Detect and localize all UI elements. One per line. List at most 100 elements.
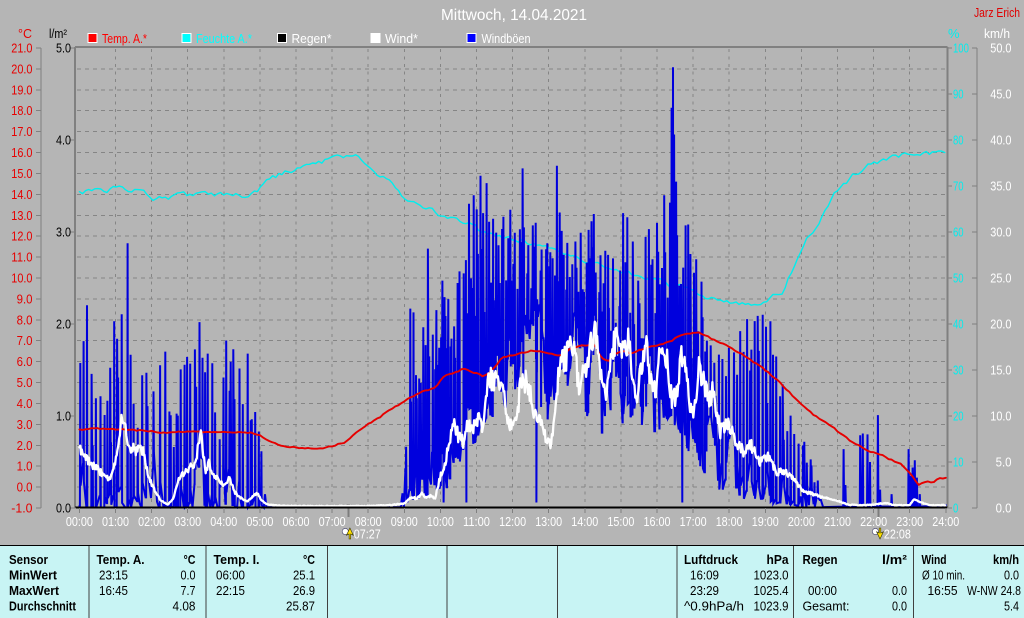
svg-text:19:00: 19:00 <box>752 514 779 529</box>
svg-text:21.0: 21.0 <box>11 41 32 56</box>
svg-text:40: 40 <box>953 317 964 332</box>
svg-text:16.0: 16.0 <box>11 145 32 160</box>
svg-text:7.7: 7.7 <box>181 583 196 598</box>
svg-text:2.0: 2.0 <box>17 438 33 453</box>
svg-text:2.0: 2.0 <box>56 317 71 332</box>
svg-text:100: 100 <box>953 41 969 56</box>
svg-text:12.0: 12.0 <box>11 229 32 244</box>
svg-text:7.0: 7.0 <box>17 333 33 348</box>
svg-text:25.87: 25.87 <box>286 599 315 614</box>
svg-text:20:00: 20:00 <box>788 514 815 529</box>
svg-text:11:00: 11:00 <box>463 514 490 529</box>
svg-text:Windböen: Windböen <box>482 31 531 46</box>
svg-text:0.0: 0.0 <box>17 480 33 495</box>
svg-text:14:00: 14:00 <box>571 514 598 529</box>
svg-text:07:27: 07:27 <box>354 527 381 542</box>
svg-text:16:00: 16:00 <box>644 514 671 529</box>
svg-text:°C: °C <box>184 552 196 567</box>
svg-text:10.0: 10.0 <box>990 409 1011 424</box>
svg-text:1.0: 1.0 <box>56 409 71 424</box>
svg-text:80: 80 <box>953 133 964 148</box>
svg-text:23:29: 23:29 <box>690 583 719 598</box>
svg-text:22:00: 22:00 <box>860 514 887 529</box>
svg-text:05:00: 05:00 <box>246 514 273 529</box>
svg-text:14.0: 14.0 <box>11 187 32 202</box>
svg-text:20.0: 20.0 <box>11 61 32 76</box>
svg-text:70: 70 <box>953 179 964 194</box>
svg-text:50.0: 50.0 <box>990 41 1011 56</box>
svg-text:04:00: 04:00 <box>210 514 237 529</box>
svg-text:km/h: km/h <box>993 552 1019 567</box>
svg-text:17:00: 17:00 <box>680 514 707 529</box>
svg-text:1.0: 1.0 <box>17 459 33 474</box>
svg-text:4.0: 4.0 <box>56 133 71 148</box>
svg-text:17.0: 17.0 <box>11 124 32 139</box>
svg-text:45.0: 45.0 <box>990 87 1011 102</box>
svg-text:6.0: 6.0 <box>17 354 33 369</box>
svg-text:MaxWert: MaxWert <box>9 583 60 598</box>
svg-text:%: % <box>948 26 960 41</box>
svg-text:4.0: 4.0 <box>17 396 33 411</box>
svg-text:Ø 10 min.: Ø 10 min. <box>922 568 965 583</box>
svg-text:08:00: 08:00 <box>355 514 382 529</box>
svg-text:50: 50 <box>953 271 964 286</box>
svg-text:°C: °C <box>18 26 32 41</box>
svg-text:30: 30 <box>953 363 964 378</box>
svg-text:60: 60 <box>953 225 964 240</box>
svg-text:22:15: 22:15 <box>216 583 245 598</box>
svg-text:0: 0 <box>953 501 958 516</box>
svg-text:9.0: 9.0 <box>17 291 33 306</box>
svg-text:02:00: 02:00 <box>138 514 165 529</box>
svg-text:1025.4: 1025.4 <box>754 583 789 598</box>
svg-text:l/m²: l/m² <box>882 552 908 567</box>
svg-text:15.0: 15.0 <box>11 166 32 181</box>
svg-text:Regen*: Regen* <box>292 31 332 46</box>
svg-text:11.0: 11.0 <box>11 250 32 265</box>
svg-text:18:00: 18:00 <box>716 514 743 529</box>
svg-text:16:55: 16:55 <box>928 583 958 598</box>
svg-text:1023.9: 1023.9 <box>754 599 789 614</box>
svg-text:19.0: 19.0 <box>11 82 32 97</box>
svg-text:^0.9hPa/h: ^0.9hPa/h <box>684 599 744 614</box>
svg-text:°C: °C <box>303 552 315 567</box>
svg-text:Jarz Erich: Jarz Erich <box>974 5 1020 20</box>
svg-text:15:00: 15:00 <box>607 514 634 529</box>
svg-text:16:45: 16:45 <box>99 583 128 598</box>
svg-text:10:00: 10:00 <box>427 514 454 529</box>
svg-text:Sensor: Sensor <box>9 552 48 567</box>
svg-text:Feuchte A.*: Feuchte A.* <box>196 31 252 46</box>
svg-text:hPa: hPa <box>767 552 790 567</box>
svg-text:8.0: 8.0 <box>17 312 33 327</box>
svg-text:07:00: 07:00 <box>319 514 346 529</box>
svg-text:00:00: 00:00 <box>66 514 93 529</box>
svg-text:Durchschnitt: Durchschnitt <box>9 599 77 614</box>
svg-text:26.9: 26.9 <box>293 583 315 598</box>
svg-text:0.0: 0.0 <box>996 501 1012 516</box>
svg-text:25.0: 25.0 <box>990 271 1011 286</box>
svg-text:18.0: 18.0 <box>11 103 32 118</box>
svg-text:5.0: 5.0 <box>17 375 33 390</box>
svg-text:23:00: 23:00 <box>896 514 923 529</box>
svg-text:35.0: 35.0 <box>990 179 1011 194</box>
svg-text:03:00: 03:00 <box>174 514 201 529</box>
svg-text:0.0: 0.0 <box>56 501 71 516</box>
svg-text:15.0: 15.0 <box>990 363 1011 378</box>
svg-text:30.0: 30.0 <box>990 225 1011 240</box>
svg-text:Temp. A.: Temp. A. <box>97 552 145 567</box>
svg-text:06:00: 06:00 <box>216 568 245 583</box>
svg-text:0.0: 0.0 <box>1004 568 1019 583</box>
svg-text:0.0: 0.0 <box>892 599 907 614</box>
svg-text:20: 20 <box>953 409 964 424</box>
svg-text:MinWert: MinWert <box>9 568 58 583</box>
svg-text:40.0: 40.0 <box>990 133 1011 148</box>
svg-text:4.08: 4.08 <box>173 599 196 614</box>
svg-text:21:00: 21:00 <box>824 514 851 529</box>
svg-text:10.0: 10.0 <box>11 271 32 286</box>
svg-text:16:09: 16:09 <box>690 568 719 583</box>
svg-text:0.0: 0.0 <box>892 583 907 598</box>
svg-text:Regen: Regen <box>803 552 838 567</box>
svg-text:Wind: Wind <box>922 552 947 567</box>
svg-text:23:15: 23:15 <box>99 568 128 583</box>
svg-text:Mittwoch, 14.04.2021: Mittwoch, 14.04.2021 <box>441 7 587 24</box>
svg-text:5.0: 5.0 <box>56 41 71 56</box>
